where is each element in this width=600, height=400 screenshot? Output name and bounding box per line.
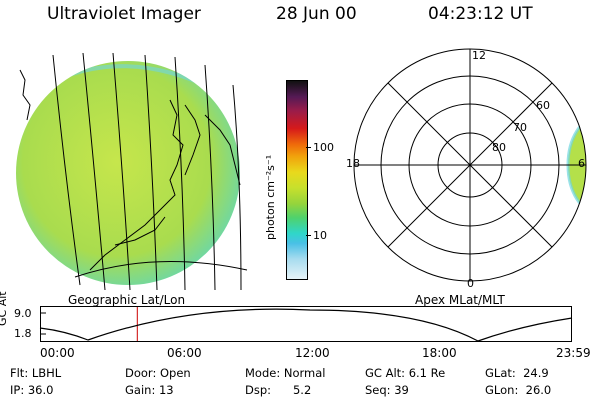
coastline xyxy=(204,114,241,186)
meridian-line xyxy=(112,52,131,291)
orbit-chart-frame xyxy=(40,306,572,342)
mlt-label-18: 18 xyxy=(346,157,360,170)
coastline xyxy=(114,216,166,246)
info-glat: GLat: 24.9 xyxy=(485,366,549,380)
latitude-line xyxy=(74,260,248,278)
colorbar-tick-mark xyxy=(306,147,311,148)
lat-label-80: 80 xyxy=(492,141,506,154)
mlt-label-12: 12 xyxy=(472,49,486,62)
instrument-title: Ultraviolet Imager xyxy=(47,4,201,24)
apex-map-label: Apex MLat/MLT xyxy=(415,293,505,307)
colorbar-tick-100: 100 xyxy=(313,141,334,154)
coastline xyxy=(89,99,184,271)
colorbar-tick-mark xyxy=(306,235,311,236)
mlt-label-6: 6 xyxy=(578,157,585,170)
meridian-line xyxy=(82,52,106,291)
lat-label-70: 70 xyxy=(513,121,527,134)
lat-label-60: 60 xyxy=(536,99,550,112)
info-dsp: Dsp: 5.2 xyxy=(245,383,312,397)
meridian-line xyxy=(174,56,186,291)
geographic-map-label: Geographic Lat/Lon xyxy=(68,293,186,307)
info-mode: Mode: Normal xyxy=(245,366,326,380)
orbit-xtick: 12:00 xyxy=(295,346,330,360)
info-flt: Flt: LBHL xyxy=(10,366,62,380)
coastline xyxy=(19,69,31,121)
mlt-label-0: 0 xyxy=(467,277,474,290)
orbit-xtick: 18:00 xyxy=(422,346,457,360)
observation-time: 04:23:12 UT xyxy=(428,4,533,24)
orbit-xtick: 00:00 xyxy=(40,346,75,360)
geographic-map xyxy=(16,52,248,291)
orbit-ytick-max: 9.0 xyxy=(14,307,32,320)
info-seq: Seq: 39 xyxy=(365,383,409,397)
orbit-xtick: 23:59 xyxy=(556,346,591,360)
meridian-line xyxy=(144,54,158,291)
meridian-line xyxy=(204,64,216,291)
orbit-xtick: 06:00 xyxy=(167,346,202,360)
info-glon: GLon: 26.0 xyxy=(485,383,552,397)
colorbar xyxy=(286,80,308,280)
info-gc-alt: GC Alt: 6.1 Re xyxy=(365,366,446,380)
observation-date: 28 Jun 00 xyxy=(276,4,357,24)
orbit-ytick-min: 1.8 xyxy=(14,327,32,340)
info-gain: Gain: 13 xyxy=(125,383,174,397)
orbit-altitude-chart xyxy=(39,306,573,342)
coastline xyxy=(184,104,201,176)
orbit-ylabel: GC Alt xyxy=(0,291,9,326)
colorbar-tick-10: 10 xyxy=(313,229,327,242)
info-ip: IP: 36.0 xyxy=(10,383,54,397)
polar-plot: 12 18 6 0 60 70 80 xyxy=(346,48,587,290)
altitude-curve xyxy=(39,308,573,342)
colorbar-unit-label: photon cm⁻²s⁻¹ xyxy=(264,154,277,240)
info-door: Door: Open xyxy=(125,366,191,380)
meridian-line xyxy=(52,54,81,286)
mlt-diagonal xyxy=(387,82,553,248)
